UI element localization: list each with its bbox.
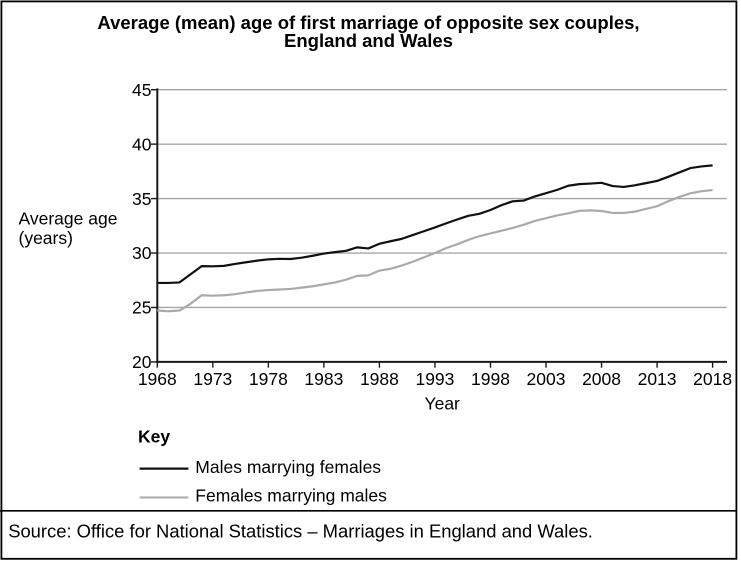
svg-text:1998: 1998 [471, 369, 510, 389]
svg-text:Year: Year [425, 394, 461, 414]
svg-text:1988: 1988 [360, 369, 399, 389]
svg-text:2003: 2003 [527, 369, 566, 389]
svg-text:(years): (years) [19, 228, 73, 248]
svg-text:1978: 1978 [249, 369, 288, 389]
svg-text:Average (mean) age of first ma: Average (mean) age of first marriage of … [97, 12, 639, 33]
svg-text:25: 25 [132, 298, 151, 318]
svg-text:35: 35 [132, 189, 151, 209]
svg-text:Males marrying females: Males marrying females [195, 457, 381, 477]
svg-text:England and Wales: England and Wales [284, 30, 453, 51]
svg-text:2008: 2008 [582, 369, 621, 389]
svg-text:Females marrying males: Females marrying males [195, 486, 387, 506]
svg-text:Key: Key [138, 427, 170, 447]
svg-text:Source: Office for National St: Source: Office for National Statistics –… [8, 521, 593, 542]
svg-text:30: 30 [132, 243, 152, 263]
svg-text:2013: 2013 [638, 369, 677, 389]
svg-text:40: 40 [132, 134, 152, 154]
svg-text:45: 45 [132, 80, 151, 100]
svg-text:1973: 1973 [193, 369, 232, 389]
svg-text:1968: 1968 [138, 369, 177, 389]
svg-text:1993: 1993 [415, 369, 454, 389]
svg-text:Average age: Average age [19, 209, 118, 229]
svg-text:2018: 2018 [693, 369, 732, 389]
svg-text:20: 20 [132, 352, 152, 372]
svg-text:1983: 1983 [304, 369, 343, 389]
